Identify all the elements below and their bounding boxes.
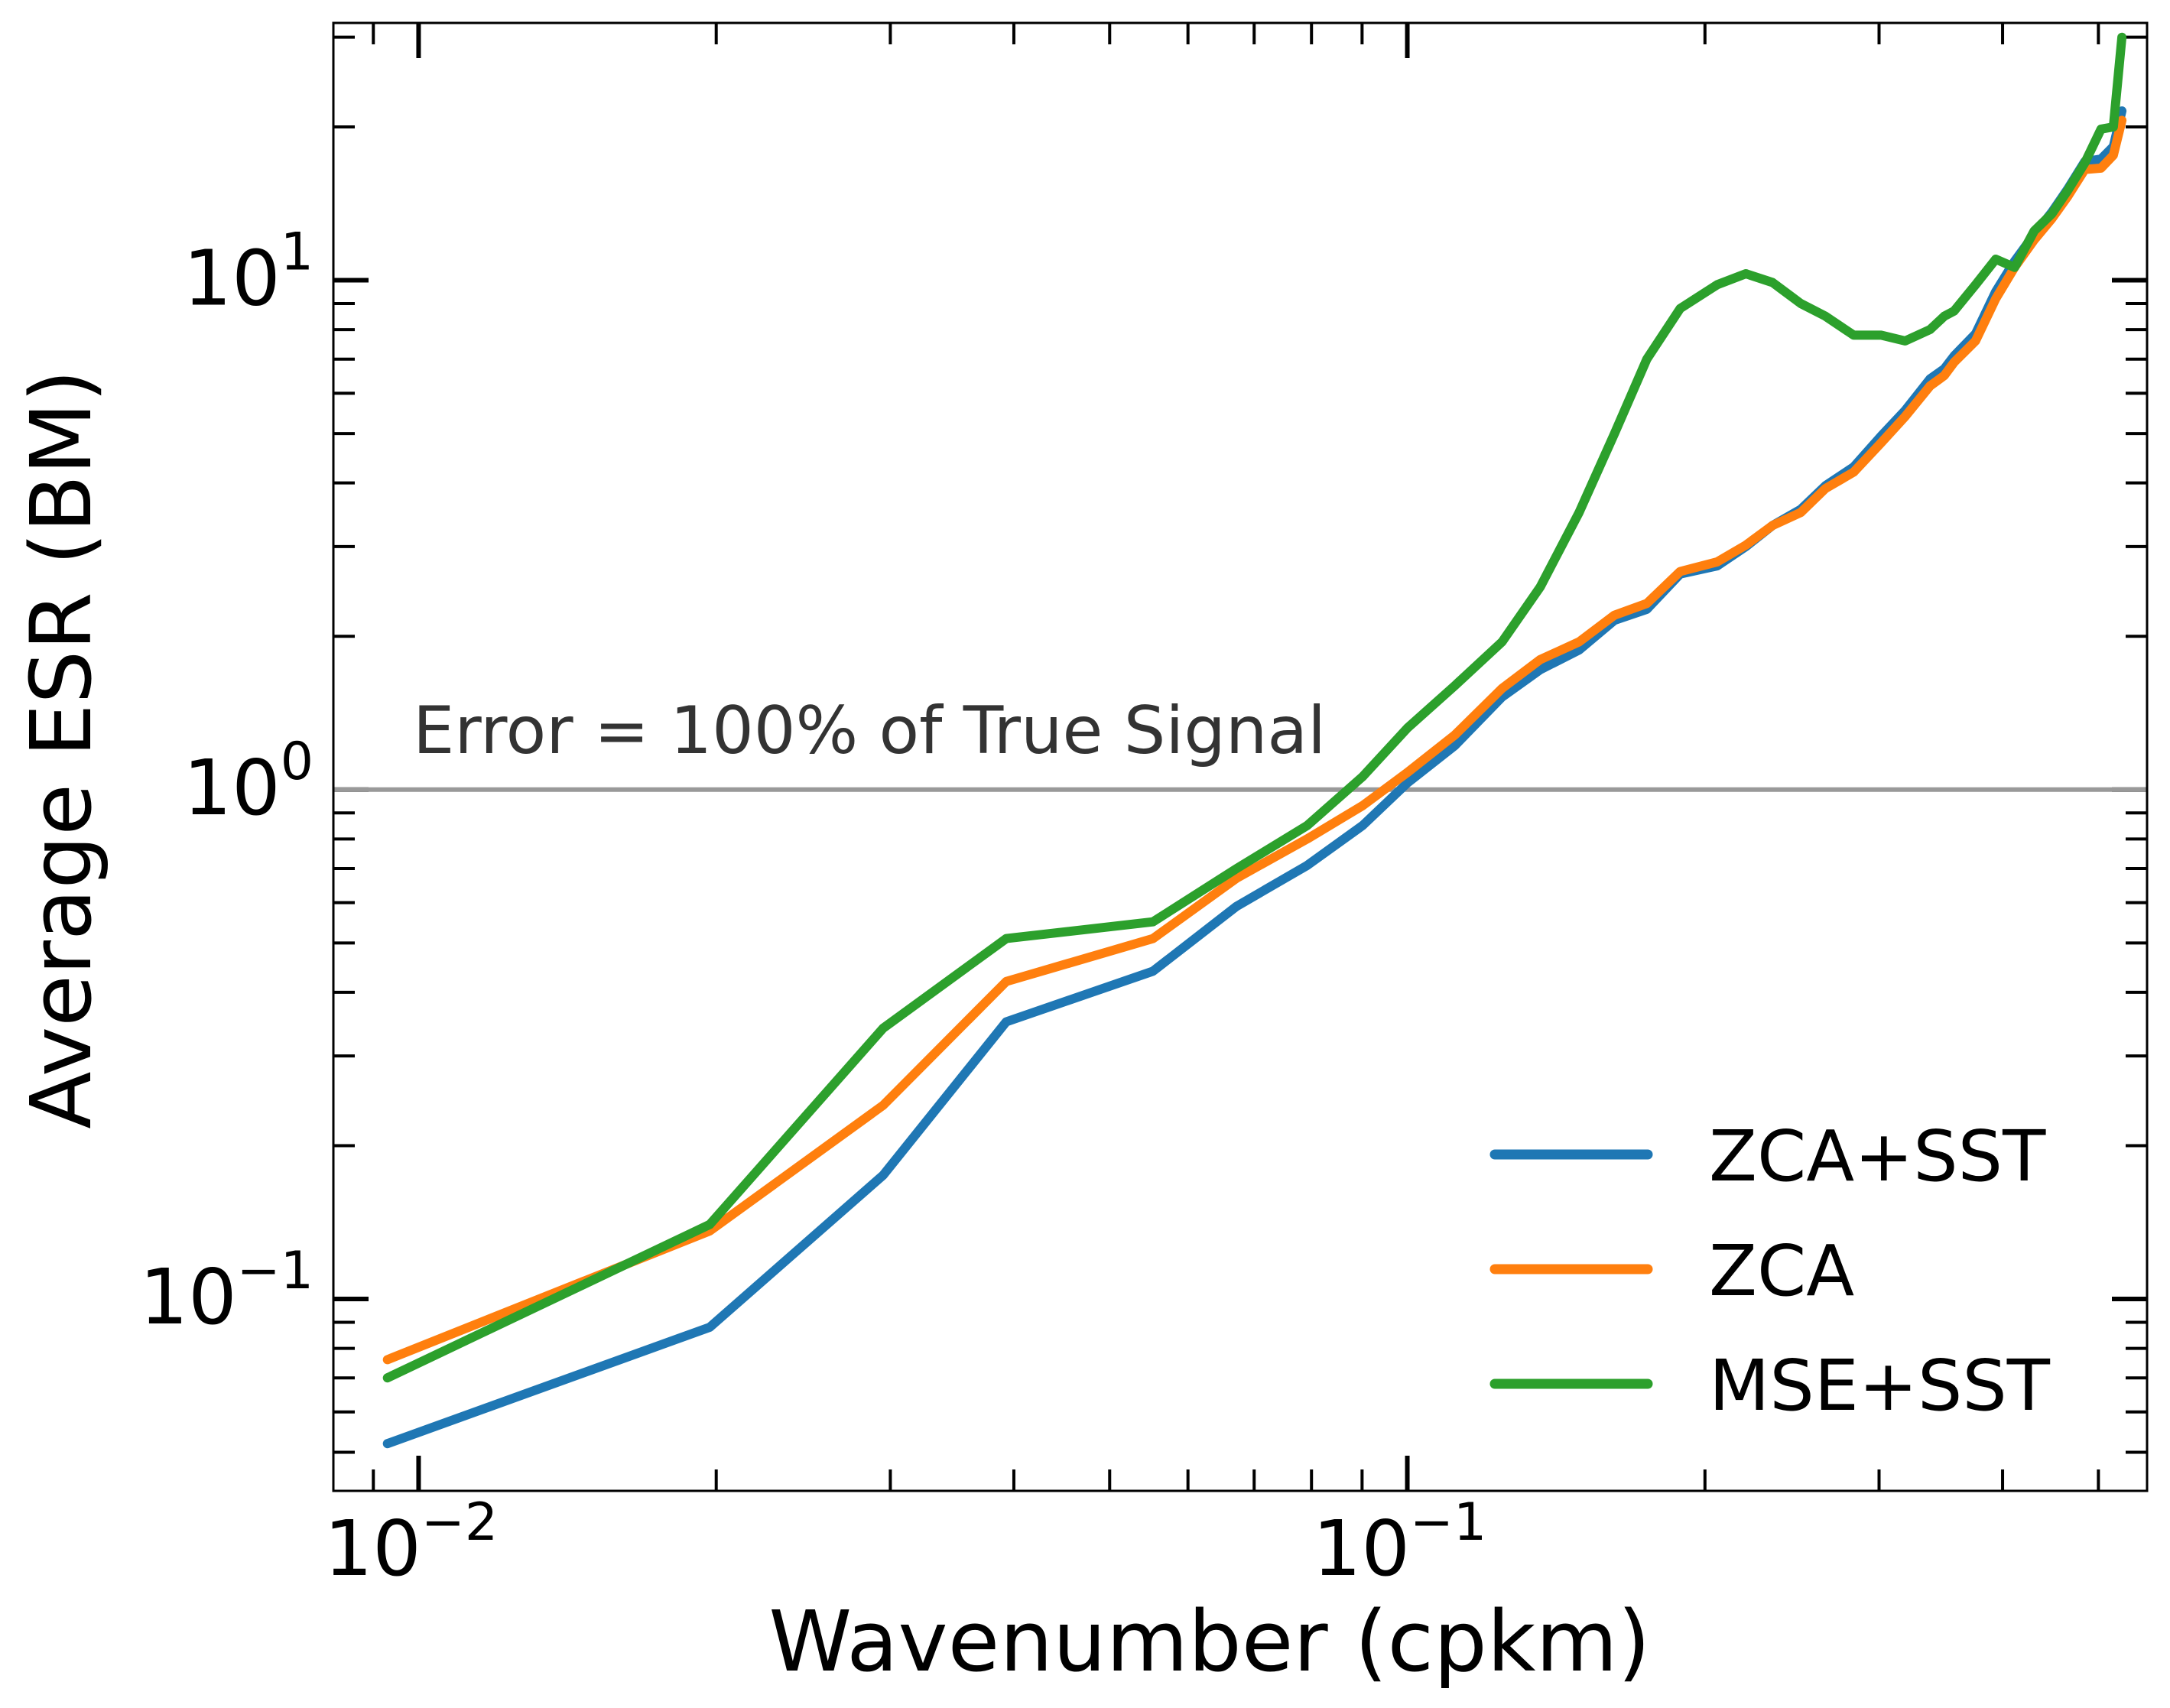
x-tick-label: 10−2 (324, 1492, 499, 1593)
legend-label: ZCA (1709, 1230, 1854, 1312)
series-line-mse-sst (382, 32, 2127, 1383)
y-tick-label: 101 (183, 222, 313, 323)
legend-label: MSE+SST (1709, 1345, 2051, 1427)
reference-line-group: Error = 100% of True Signal (333, 693, 2147, 792)
tick-labels: 10−2 10−1 10−1 100 101 (140, 222, 1487, 1593)
series-line-zca-sst (382, 106, 2127, 1449)
legend-label: ZCA+SST (1709, 1115, 2046, 1197)
series-lines (382, 32, 2127, 1449)
plot-frame (332, 21, 2149, 1492)
reference-line-label: Error = 100% of True Signal (413, 693, 1326, 769)
legend: ZCA+SST ZCA MSE+SST (1489, 1115, 2051, 1427)
y-tick-label: 100 (183, 732, 313, 833)
axis-ticks (333, 23, 2147, 1491)
x-tick-label: 10−1 (1313, 1492, 1487, 1593)
x-axis-label: Wavenumber (cpkm) (768, 1593, 1650, 1690)
y-axis-label: Average ESR (BM) (12, 369, 110, 1129)
y-tick-label: 10−1 (140, 1241, 314, 1342)
